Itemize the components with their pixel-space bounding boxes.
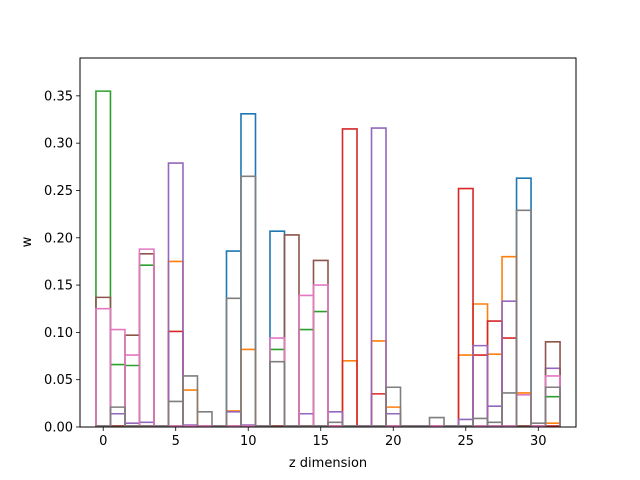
histogram-series [95, 90, 561, 427]
y-tick-label: 0.30 [44, 137, 73, 152]
x-tick-label: 25 [458, 434, 475, 449]
y-tick-label: 0.10 [44, 326, 73, 341]
x-tick-label: 15 [312, 434, 329, 449]
x-axis-label: z dimension [289, 456, 367, 471]
y-tick-label: 0.35 [44, 89, 73, 104]
y-tick-label: 0.00 [44, 421, 73, 436]
y-tick-label: 0.15 [44, 279, 73, 294]
x-tick-label: 10 [240, 434, 257, 449]
plot-frame [79, 57, 577, 428]
x-tick-label: 30 [530, 434, 547, 449]
x-tick-label: 5 [172, 434, 180, 449]
y-tick-label: 0.20 [44, 231, 73, 246]
x-axis: 0 5 10 15 20 25 30 [99, 427, 547, 449]
y-tick-label: 0.05 [44, 373, 73, 388]
y-axis: 0.00 0.05 0.10 0.15 0.20 0.25 0.30 0.35 [44, 89, 80, 436]
x-tick-label: 0 [99, 434, 107, 449]
series-7 [95, 175, 561, 427]
series-7-outline [95, 175, 561, 427]
y-tick-label: 0.25 [44, 184, 73, 199]
x-tick-label: 20 [385, 434, 402, 449]
y-axis-label: w [20, 236, 35, 247]
